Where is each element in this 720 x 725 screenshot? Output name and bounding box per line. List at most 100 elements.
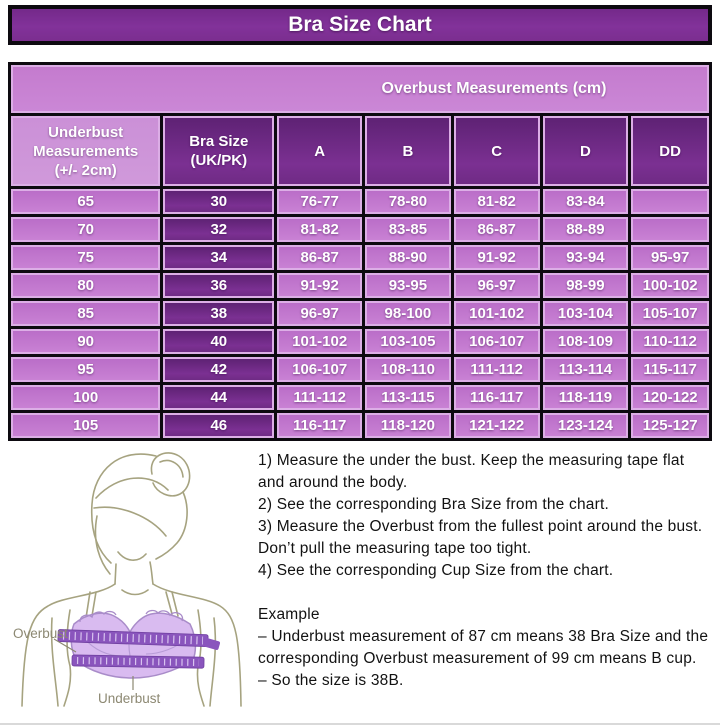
table-row: 65 30 76-77 78-80 81-82 83-84 <box>11 189 709 214</box>
cup-dd-cell <box>631 217 709 242</box>
instruction-step-2: 2) See the corresponding Bra Size from t… <box>258 496 609 513</box>
torso-left <box>63 609 72 707</box>
cup-b-cell: 98-100 <box>365 301 451 326</box>
cup-c-cell: 91-92 <box>453 245 540 270</box>
underbust-header-line: (+/- 2cm) <box>54 161 117 179</box>
table-row: 70 32 81-82 83-85 86-87 88-89 <box>11 217 709 242</box>
cup-d-cell: 83-84 <box>542 189 629 214</box>
bra-size-chart-page: Bra Size Chart Overbust Measurements (cm… <box>0 5 720 725</box>
bra-strap-right <box>165 591 179 617</box>
hair-swoosh <box>95 477 169 499</box>
overbust-measurements-header: Overbust Measurements (cm) <box>11 65 709 113</box>
instruction-step-4: 4) See the corresponding Cup Size from t… <box>258 562 614 579</box>
cup-dd-cell: 125-127 <box>631 413 709 438</box>
cup-d-cell: 123-124 <box>542 413 629 438</box>
bra-size-cell: 42 <box>163 357 275 382</box>
overbust-tape <box>57 629 221 650</box>
underbust-cell: 65 <box>11 189 161 214</box>
bra-size-cell: 46 <box>163 413 275 438</box>
bra-size-cell: 40 <box>163 329 275 354</box>
underbust-header-cell: Underbust Measurements (+/- 2cm) <box>11 116 161 186</box>
bra-size-table: Overbust Measurements (cm) Underbust Mea… <box>8 62 712 441</box>
cup-a-cell: 106-107 <box>277 357 363 382</box>
cup-a-cell: 86-87 <box>277 245 363 270</box>
underbust-cell: 70 <box>11 217 161 242</box>
underbust-header-line: Measurements <box>33 142 139 160</box>
chin-line <box>117 551 147 561</box>
cup-c-cell: 96-97 <box>453 273 540 298</box>
hair-strand-left <box>94 515 111 575</box>
hair-outline-left <box>90 453 157 564</box>
neck-right <box>149 561 154 585</box>
table-row: 75 34 86-87 88-90 91-92 93-94 95-97 <box>11 245 709 270</box>
cup-c-cell: 121-122 <box>453 413 540 438</box>
cup-column-header-c: C <box>453 116 540 186</box>
bottom-section: Overbust Underbust 1) Measure the under … <box>0 446 720 708</box>
underbust-cell: 100 <box>11 385 161 410</box>
example-title: Example <box>258 606 320 623</box>
table-row: 90 40 101-102 103-105 106-107 108-109 11… <box>11 329 709 354</box>
table-row: 100 44 111-112 113-115 116-117 118-119 1… <box>11 385 709 410</box>
cup-c-cell: 86-87 <box>453 217 540 242</box>
bra-size-header-line: (UK/PK) <box>190 152 248 169</box>
cup-b-cell: 93-95 <box>365 273 451 298</box>
cup-b-cell: 118-120 <box>365 413 451 438</box>
example-block: Example – Underbust measurement of 87 cm… <box>258 604 710 692</box>
arm-inner-left <box>50 617 59 707</box>
underbust-cell: 85 <box>11 301 161 326</box>
table-row: 85 38 96-97 98-100 101-102 103-104 105-1… <box>11 301 709 326</box>
cup-dd-cell <box>631 189 709 214</box>
cup-b-cell: 108-110 <box>365 357 451 382</box>
overbust-label: Overbust <box>13 626 68 641</box>
bra-size-cell: 30 <box>163 189 275 214</box>
cup-column-header-d: D <box>542 116 629 186</box>
column-header-row: Underbust Measurements (+/- 2cm) Bra Siz… <box>11 116 709 186</box>
cup-a-cell: 81-82 <box>277 217 363 242</box>
underbust-cell: 105 <box>11 413 161 438</box>
hair-bang <box>93 506 167 537</box>
overbust-band-row: Overbust Measurements (cm) <box>11 65 709 113</box>
cup-b-cell: 83-85 <box>365 217 451 242</box>
bra-scallop-left <box>79 610 117 623</box>
underbust-label: Underbust <box>98 691 161 706</box>
cup-a-cell: 76-77 <box>277 189 363 214</box>
cup-a-cell: 101-102 <box>277 329 363 354</box>
bra-strap-left <box>85 591 97 619</box>
cup-column-header-a: A <box>277 116 363 186</box>
bra-size-header-cell: Bra Size (UK/PK) <box>163 116 275 186</box>
cup-column-header-b: B <box>365 116 451 186</box>
cup-c-cell: 106-107 <box>453 329 540 354</box>
cup-b-cell: 78-80 <box>365 189 451 214</box>
page-title-text: Bra Size Chart <box>288 13 432 36</box>
arm-inner-right <box>209 617 217 707</box>
bra-size-cell: 36 <box>163 273 275 298</box>
bra-size-header-line: Bra Size <box>189 133 249 150</box>
overbust-pointer-line <box>53 638 77 653</box>
cup-column-header-dd: DD <box>631 116 709 186</box>
cup-c-cell: 111-112 <box>453 357 540 382</box>
cup-d-cell: 108-109 <box>542 329 629 354</box>
cup-b-cell: 88-90 <box>365 245 451 270</box>
cup-c-cell: 81-82 <box>453 189 540 214</box>
example-line-2: – So the size is 38B. <box>258 672 404 689</box>
neck-left <box>114 563 117 585</box>
bra-size-cell: 44 <box>163 385 275 410</box>
example-line-1: – Underbust measurement of 87 cm means 3… <box>258 628 709 667</box>
cup-dd-cell: 100-102 <box>631 273 709 298</box>
instructions-column: 1) Measure the under the bust. Keep the … <box>258 446 714 708</box>
hair-outline-right <box>155 491 188 560</box>
cup-dd-cell: 115-117 <box>631 357 709 382</box>
hair-bun <box>150 452 191 497</box>
underbust-cell: 75 <box>11 245 161 270</box>
cup-d-cell: 98-99 <box>542 273 629 298</box>
bra-size-cell: 38 <box>163 301 275 326</box>
instruction-step-3: 3) Measure the Overbust from the fullest… <box>258 518 703 557</box>
collarbone-line <box>121 589 149 596</box>
underbust-tape <box>71 654 205 669</box>
underbust-cell: 95 <box>11 357 161 382</box>
cup-dd-cell: 95-97 <box>631 245 709 270</box>
table-row: 80 36 91-92 93-95 96-97 98-99 100-102 <box>11 273 709 298</box>
cup-d-cell: 118-119 <box>542 385 629 410</box>
overbust-measurements-header-text: Overbust Measurements (cm) <box>381 80 607 97</box>
cup-d-cell: 88-89 <box>542 217 629 242</box>
